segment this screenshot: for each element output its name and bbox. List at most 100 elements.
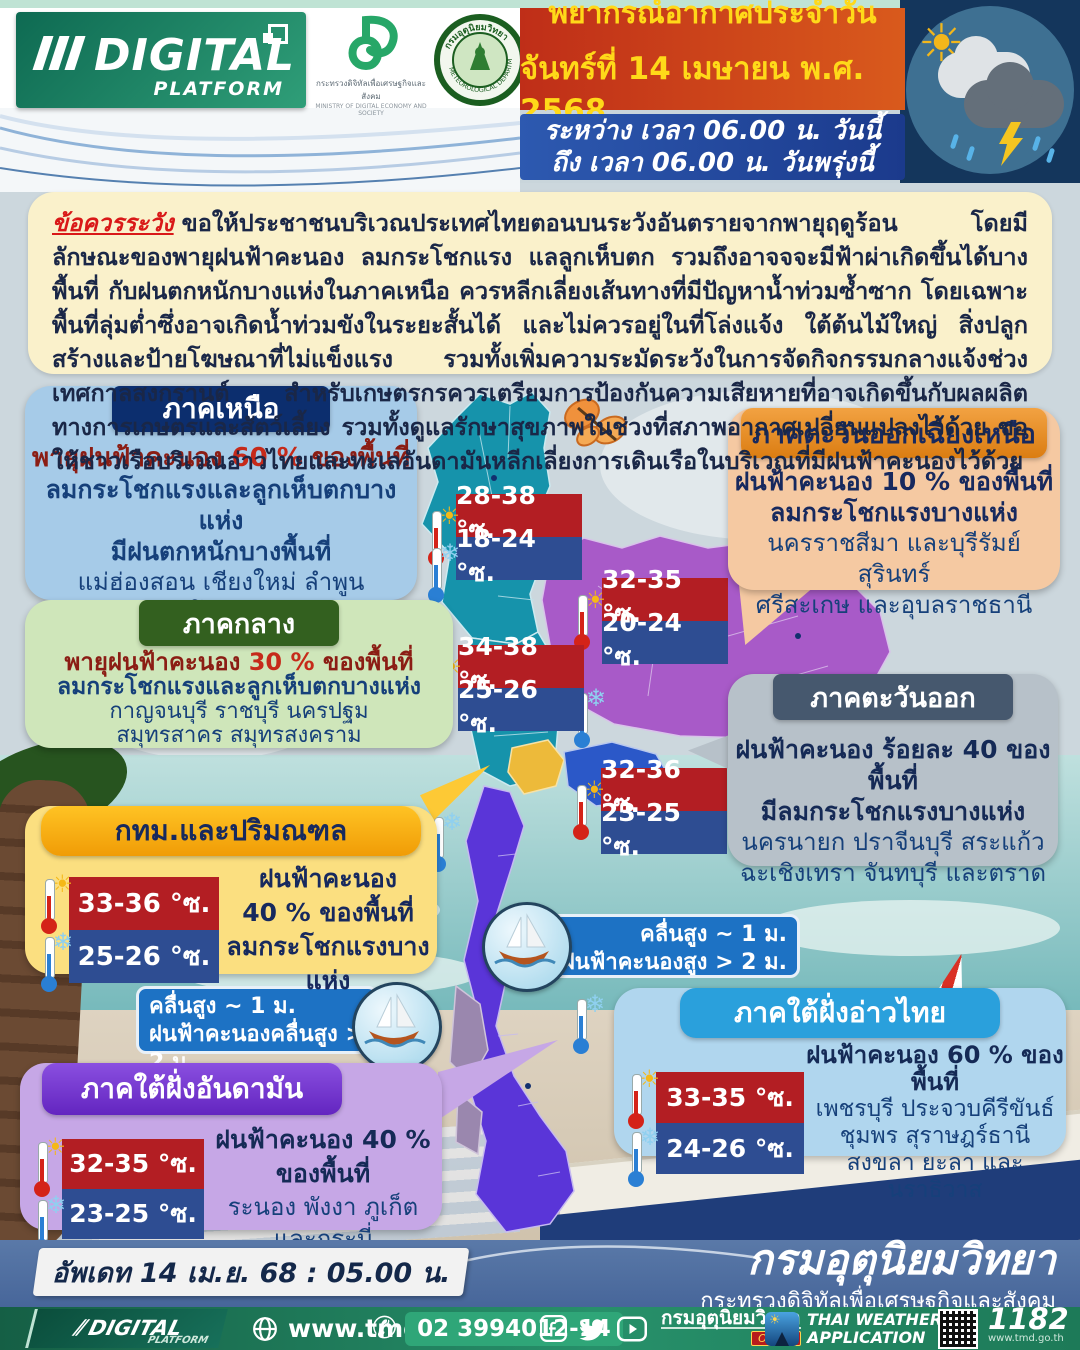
region-tab-north: ภาคเหนือ xyxy=(112,386,330,432)
warning-label: ข้อควรระวัง xyxy=(52,209,174,237)
snowflake-icon: ❄ xyxy=(639,1123,660,1151)
temp-low-badge: 18-24 °ซ. xyxy=(456,524,582,587)
forecast-line: พายุฝนฟ้าคะนอง 60 % ของพื้นที่ xyxy=(25,442,417,474)
temp-low-badge: 20-24 °ซ. xyxy=(602,608,728,671)
forecast-line: ลมกระโชกแรงและลูกเห็บตกบางแห่ง xyxy=(45,475,397,535)
hot-thermometer-icon: ☀ xyxy=(565,776,605,840)
sun-icon: ☀ xyxy=(583,776,605,804)
weather-app-link[interactable]: ☀ THAI WEATHER APPLICATION xyxy=(765,1307,942,1350)
raindrop-icon xyxy=(949,133,960,150)
warning-text: ขอให้ประชาชนบริเวณประเทศไทยตอนบนระวังอัน… xyxy=(52,209,1028,475)
storm-wave-text: ฝนฟ้าคะนองสูง > 2 ม. xyxy=(561,950,787,975)
update-time-text: อัพเดท 14 เม.ย. 68 : 05.00 น. xyxy=(51,1257,451,1289)
brand-digital-text: DIGITAL xyxy=(94,30,296,81)
forecast-line: มีลมกระโชกแรงบางแห่ง xyxy=(760,797,1026,826)
butterfly-icon xyxy=(564,398,627,447)
region-title: กทม.และปริมณฑล xyxy=(114,814,348,847)
forecast-line: 40 % ของพื้นที่ xyxy=(242,898,414,927)
snowflake-icon: ❄ xyxy=(585,684,606,712)
forecast-text: พายุฝนฟ้าคะนอง xyxy=(64,648,241,676)
youtube-icon[interactable] xyxy=(617,1314,647,1344)
temp-low-badge: 25-26 °ซ. xyxy=(458,675,584,738)
region-tab-central: ภาคกลาง xyxy=(139,600,339,646)
bottom-bar: ⫽ DIGITAL PLATFORM www.tmd.go.th ✆ 02 39… xyxy=(0,1301,1080,1350)
hotline-website: www.tmd.go.th xyxy=(988,1332,1064,1344)
map-region-andaman-coast xyxy=(455,1090,483,1156)
hotline-block[interactable]: 1182 www.tmd.go.th xyxy=(938,1301,1069,1350)
ministry-caption-th: กระทรวงดิจิทัลเพื่อเศรษฐกิจและสังคม xyxy=(316,79,426,101)
forecast-line: ฝนฟ้าคะนอง 60 % ของพื้นที่ xyxy=(806,1041,1064,1096)
cold-thermometer-icon: ❄ xyxy=(565,990,605,1054)
sun-icon: ☀ xyxy=(638,1065,660,1093)
wave-height-text: คลื่นสูง ~ 1 ม. xyxy=(640,922,787,947)
dark-cloud-icon xyxy=(986,62,1034,110)
forecast-text: ของพื้นที่ xyxy=(311,443,410,473)
brand-platform-text: PLATFORM xyxy=(153,78,284,100)
hot-thermometer-icon: ☀ xyxy=(566,586,606,650)
top-accent-strip xyxy=(0,0,1080,8)
sun-icon: ☀ xyxy=(584,586,606,614)
region-title: ภาคตะวันออกเฉียงเหนือ xyxy=(752,418,1036,450)
hot-thermometer-icon: ☀ xyxy=(33,870,73,934)
facebook-icon[interactable] xyxy=(540,1315,567,1342)
province-line: นครนายก ปราจีนบุรี สระแก้ว xyxy=(741,828,1045,856)
forecast-text: ของพื้นที่ xyxy=(322,648,414,676)
map-temp-north: ☀ 28-38 °ซ. 18-24 °ซ. xyxy=(420,481,582,587)
window-icon xyxy=(263,24,288,44)
ministry-caption-en: MINISTRY OF DIGITAL ECONOMY AND SOCIETY xyxy=(315,103,427,117)
twitter-icon[interactable] xyxy=(577,1314,607,1344)
header-wave-area xyxy=(0,108,521,192)
temp-low-badge: 24-26 °ซ. xyxy=(656,1123,804,1174)
gulf-wave-callout: คลื่นสูง ~ 1 ม. ฝนฟ้าคะนองสูง > 2 ม. xyxy=(548,914,800,978)
province-line: ศรีสะเกษ และอุบลราชธานี xyxy=(755,591,1033,619)
region-title: ภาคตะวันออก xyxy=(810,682,976,714)
region-title: ภาคกลาง xyxy=(182,608,296,640)
hot-thermometer-icon: ☀ xyxy=(26,1133,66,1197)
forecast-line: ฝนฟ้าคะนอง 10 % ของพื้นที่ xyxy=(734,467,1054,496)
forecast-line: ฝนฟ้าคะนอง ร้อยละ 40 ของพื้นที่ xyxy=(735,735,1051,795)
hot-thermometer-icon: ☀ xyxy=(620,1065,660,1129)
province-line: กาญจนบุรี ราชบุรี นครปฐม xyxy=(109,699,369,724)
bottom-brand-platform: PLATFORM xyxy=(146,1335,210,1346)
sun-icon: ☀ xyxy=(51,870,73,898)
qr-code[interactable] xyxy=(938,1308,978,1349)
snowflake-icon: ❄ xyxy=(584,990,605,1018)
map-temp-east: ☀ 32-36 °ซ. 23-25 °ซ. xyxy=(565,755,727,861)
forecast-percent: 60 % xyxy=(231,443,303,473)
province-line: เพชรบุรี ประจวบคีรีขันธ์ xyxy=(815,1096,1055,1122)
app-name-line2: APPLICATION xyxy=(807,1327,926,1347)
ship-icon xyxy=(352,982,442,1072)
region-card-northeast: ภาคตะวันออกเฉียงเหนือ ฝนฟ้าคะนอง 10 % ขอ… xyxy=(728,408,1060,619)
region-tab-bangkok: กทม.และปริมณฑล xyxy=(41,806,421,856)
region-card-bangkok: กทม.และปริมณฑล ☀ ❄ 33-36 °ซ. 25-26 °ซ. ฝ… xyxy=(25,806,437,995)
province-line: สมุทรสาคร สมุทรสงคราม xyxy=(116,723,362,748)
raindrop-icon xyxy=(1031,135,1042,152)
cold-thermometer-icon: ❄ xyxy=(420,539,460,603)
map-region-metro xyxy=(507,739,565,795)
temp-high-badge: 32-35 °ซ. xyxy=(602,565,728,628)
region-title: ภาคใต้ฝั่งอันดามัน xyxy=(80,1072,304,1105)
temp-high-badge: 33-35 °ซ. xyxy=(656,1072,804,1123)
region-tab-northeast: ภาคตะวันออกเฉียงเหนือ xyxy=(741,408,1047,458)
snowflake-icon: ❄ xyxy=(52,928,73,956)
hotline-number: 1182 xyxy=(988,1301,1069,1336)
map-temp-northeast: ☀ 32-35 °ซ. 20-24 °ซ. xyxy=(566,565,728,671)
province-line: ฉะเชิงเทรา จันทบุรี และตราด xyxy=(739,859,1047,887)
forecast-line: พายุฝนฟ้าคะนอง 30 % ของพื้นที่ xyxy=(25,650,453,675)
department-name: กรมอุตุนิยมวิทยา xyxy=(747,1235,1056,1284)
storm-wave-text: ฝนฟ้าคะนองคลื่นสูง > 2 ม. xyxy=(149,1022,364,1075)
ship-icon xyxy=(482,902,572,992)
snowflake-icon: ❄ xyxy=(439,539,460,567)
province-line: ชุมพร สุราษฎร์ธานี xyxy=(839,1123,1031,1149)
weather-art-icon: ☀ xyxy=(906,6,1074,174)
title-banner: พยากรณ์อากาศประจำวัน จันทร์ที่ 14 เมษายน… xyxy=(520,0,905,129)
temp-low-badge: 23-25 °ซ. xyxy=(62,1189,204,1239)
cold-thermometer-icon: ❄ xyxy=(422,808,462,872)
region-card-south-andaman: ภาคใต้ฝั่งอันดามัน ☀ ❄ 32-35 °ซ. 23-25 °… xyxy=(20,1063,442,1255)
social-links: กรมอุตุนิยมวิทยา Online xyxy=(540,1307,801,1350)
period-line2: ถึง เวลา 06.00 น. วันพรุ่งนี้ xyxy=(551,148,874,178)
period-line1: ระหว่าง เวลา 06.00 น. วันนี้ xyxy=(543,116,882,146)
update-time-badge: อัพเดท 14 เม.ย. 68 : 05.00 น. xyxy=(32,1248,470,1296)
raindrop-icon xyxy=(965,145,976,162)
region-card-east: ภาคตะวันออก ฝนฟ้าคะนอง ร้อยละ 40 ของพื้น… xyxy=(728,674,1058,887)
